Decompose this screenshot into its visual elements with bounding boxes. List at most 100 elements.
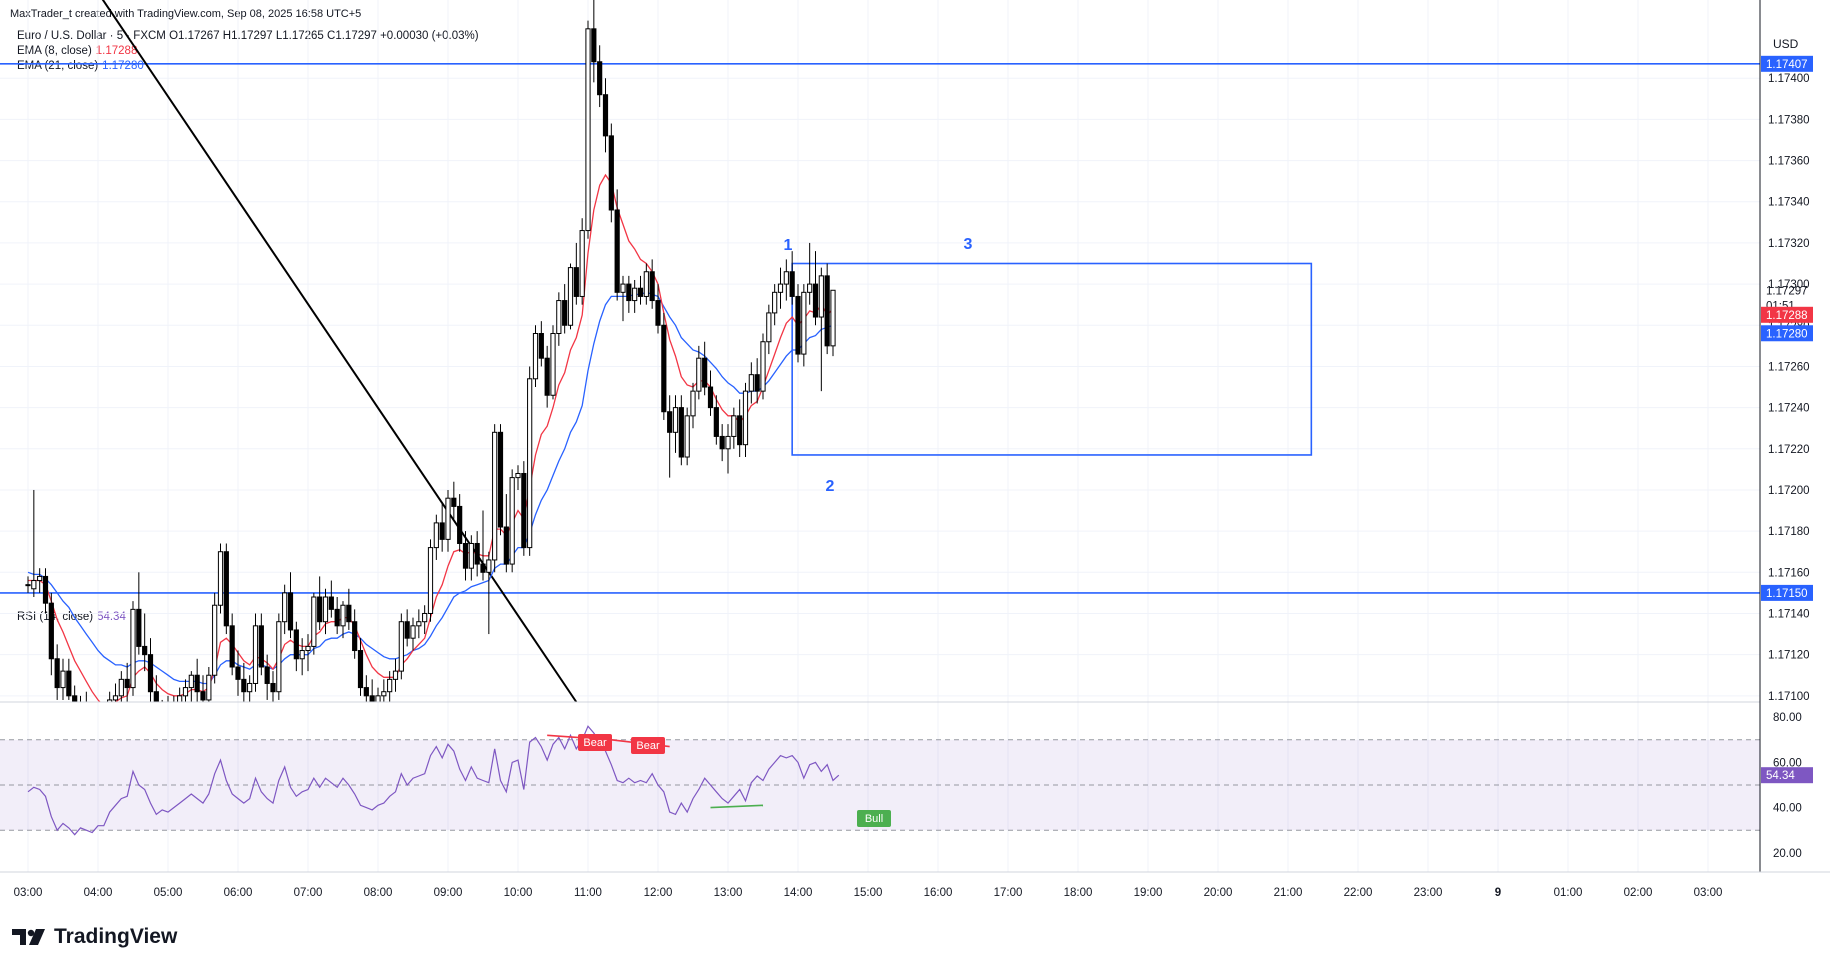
candle-body-up (130, 608, 136, 689)
candle (392, 658, 399, 692)
candle (317, 576, 323, 630)
candle (177, 687, 183, 702)
candle (527, 366, 533, 556)
candle-body-up (276, 621, 282, 693)
ema8-badge-text: 1.17288 (1766, 310, 1808, 322)
candle-body-down (538, 333, 544, 359)
candle (737, 399, 743, 458)
last-price-label: 1.17297 (1766, 285, 1808, 297)
candle-body-up (177, 695, 183, 702)
candle (31, 489, 37, 598)
symbol-legend[interactable]: Euro / U.S. Dollar · 5 · FXCM O1.17267 H… (17, 30, 479, 42)
candle (807, 242, 813, 305)
candle (223, 543, 229, 635)
candle-body-down (369, 695, 375, 702)
bear-signal-tag-text: Bear (583, 737, 607, 749)
candle (480, 510, 486, 581)
rsi-scale[interactable]: 80.00 60.00 40.00 20.00 (1773, 712, 1802, 860)
candle-body-down (42, 575, 49, 604)
candle-body-down (200, 691, 206, 701)
candle-body-up (620, 283, 626, 293)
candle (305, 634, 311, 672)
tradingview-logo[interactable]: TradingView (12, 925, 177, 949)
candles[interactable] (25, 0, 836, 745)
time-tick-label: 12:00 (644, 887, 673, 899)
candle (363, 675, 369, 702)
rsi-tick-label: 20.00 (1773, 848, 1802, 860)
candle (626, 275, 632, 313)
candle-body-up (416, 621, 422, 627)
candle-body-up (760, 341, 766, 392)
candle-body-up (31, 580, 37, 590)
candle-body-down (404, 621, 410, 639)
level-lower-badge-text: 1.17150 (1766, 588, 1808, 600)
candle (567, 263, 574, 330)
candle-body-down (457, 505, 463, 544)
candle (731, 407, 737, 449)
candle-body-down (503, 526, 509, 565)
candle-body-down (655, 300, 661, 326)
candle-body-up (381, 691, 387, 697)
candle-body-down (264, 666, 270, 684)
currency-label[interactable]: USD (1773, 37, 1799, 51)
candle (25, 576, 31, 593)
candle-body-down (124, 678, 130, 689)
candle (655, 284, 661, 334)
candle-body-up (410, 625, 416, 639)
candle (387, 671, 393, 702)
ema8-line (28, 173, 834, 702)
candle (72, 685, 78, 702)
candle-body-up (731, 415, 737, 437)
candle-body-down (824, 275, 830, 347)
candle-body-down (702, 357, 708, 388)
level-lower-badge-bg (1761, 584, 1813, 601)
candle-body-up (492, 431, 498, 561)
candle-body-down (194, 674, 200, 693)
candle-body-up (632, 287, 638, 302)
price-scale[interactable]: 1.17400 1.17380 1.17360 1.17340 1.17320 1.173… (1768, 73, 1810, 703)
candle-body-up (696, 357, 702, 392)
candle (369, 679, 375, 702)
candle (667, 395, 673, 478)
price-tick-label: 1.17340 (1768, 197, 1810, 209)
candle-body-up (579, 230, 585, 297)
time-tick-label: 07:00 (294, 887, 323, 899)
price-tick-label: 1.17380 (1768, 114, 1810, 126)
candle-body-down (637, 287, 644, 297)
candle-body-up (509, 477, 515, 565)
candle-body-up (515, 472, 521, 479)
candle-body-up (433, 522, 439, 549)
ema21-legend[interactable]: EMA (21, close) 1.17280 (17, 60, 144, 72)
candle (579, 218, 585, 305)
candle-body-down (66, 670, 72, 697)
time-tick-label: 04:00 (84, 887, 113, 899)
candle-body-down (153, 691, 159, 702)
candle-body-up (182, 687, 189, 697)
candle (37, 568, 43, 593)
ema8-badge: 1.17288 (1761, 306, 1813, 323)
candle-body-up (725, 435, 731, 450)
candle (521, 461, 527, 556)
candle (322, 588, 329, 635)
candle (311, 592, 317, 655)
candle (544, 345, 550, 408)
candle-body-down (707, 386, 714, 409)
rsi-legend[interactable]: RSI (14, close) 54.34 (17, 611, 126, 623)
drawings[interactable] (0, 0, 1760, 703)
candle (597, 45, 603, 108)
ema-lines (27, 173, 834, 702)
candle (632, 279, 638, 313)
candle (462, 531, 469, 581)
candle-body-up (772, 291, 778, 314)
rsi-panel[interactable]: Bear Bear Bull (0, 725, 1760, 836)
candle (90, 704, 94, 741)
candle (457, 494, 463, 552)
time-scale[interactable]: 03:00 04:00 05:00 06:00 07:00 08:00 09:00 10:00… (14, 887, 1723, 899)
candle-body-up (252, 625, 259, 684)
range-box (791, 262, 1313, 456)
ema8-legend[interactable]: EMA (8, close) 1.17288 (17, 45, 137, 57)
wave-label: 1 (784, 237, 793, 254)
price-tick-label: 1.17180 (1768, 526, 1810, 538)
candle (328, 580, 334, 618)
